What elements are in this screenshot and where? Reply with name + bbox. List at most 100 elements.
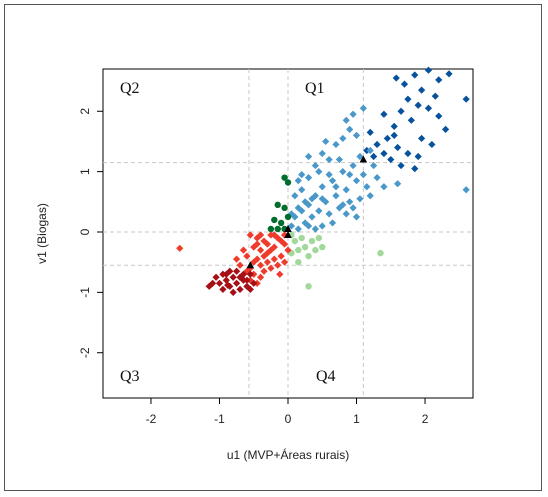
data-point-s1-45: [304, 152, 313, 161]
data-point-s1-35: [349, 110, 357, 118]
data-point-s0-5: [435, 76, 443, 84]
data-point-s1-54: [304, 222, 313, 230]
x-tick-label: -2: [146, 412, 157, 426]
data-point-s1-11: [325, 210, 333, 218]
data-point-s1-49: [349, 204, 357, 212]
data-point-s0-25: [387, 155, 395, 164]
chart-frame: [4, 4, 542, 491]
data-point-s1-20: [356, 152, 364, 161]
data-point-s3-8: [315, 234, 323, 242]
data-point-s1-53: [311, 225, 320, 233]
data-point-s5-10: [246, 285, 254, 293]
data-point-s4-7: [256, 246, 265, 254]
data-point-s5-14: [219, 285, 227, 293]
quadrant-label-q1: Q1: [305, 80, 325, 97]
data-point-s4-20: [260, 267, 268, 275]
data-point-s4-25: [253, 240, 261, 248]
data-point-s1-48: [335, 155, 343, 164]
data-point-s5-23: [224, 281, 232, 289]
data-point-s4-32: [270, 231, 278, 239]
data-point-s5-1: [215, 279, 224, 287]
data-point-s4-29: [253, 255, 261, 263]
data-point-s3-6: [308, 237, 316, 245]
data-point-s1-32: [346, 125, 354, 133]
data-point-s0-16: [418, 134, 426, 143]
data-point-s1-65: [352, 213, 361, 221]
data-point-s2-2: [274, 201, 281, 209]
data-point-s0-1: [400, 80, 409, 88]
data-point-s2-4: [271, 216, 278, 224]
data-point-s1-56: [373, 174, 381, 182]
data-point-s1-39: [308, 195, 316, 203]
data-point-s1-18: [349, 161, 357, 170]
data-point-s4-24: [239, 246, 248, 254]
data-point-s0-21: [373, 140, 381, 149]
data-point-s1-13: [332, 192, 340, 200]
data-point-s5-21: [250, 279, 258, 287]
data-point-s4-30: [263, 240, 272, 248]
data-point-s0-4: [424, 66, 433, 74]
data-point-s6-2: [246, 261, 255, 269]
data-point-s1-55: [342, 210, 350, 218]
data-point-s4-36: [233, 255, 241, 263]
data-point-s2-1: [284, 179, 292, 186]
data-point-s3-1: [291, 237, 299, 245]
data-point-s1-40: [301, 198, 309, 206]
data-point-s1-51: [328, 219, 337, 227]
data-point-s4-1: [253, 234, 261, 242]
data-point-s4-19: [256, 273, 265, 281]
y-tick-label: 2: [78, 108, 92, 115]
data-point-s0-2: [411, 71, 419, 79]
data-point-s1-33: [352, 131, 361, 140]
data-point-s1-30: [332, 140, 340, 149]
data-point-s0-30: [411, 165, 419, 173]
data-point-s3-3: [298, 234, 305, 242]
data-point-s0-29: [397, 161, 405, 170]
data-point-s0-0: [392, 74, 400, 82]
data-points: [176, 66, 470, 296]
data-point-s5-17: [229, 288, 237, 296]
data-point-s1-42: [287, 210, 296, 218]
data-point-s2-8: [284, 213, 292, 221]
data-point-s0-10: [414, 101, 422, 109]
data-point-s4-27: [267, 246, 275, 254]
data-point-s1-63: [339, 201, 347, 209]
data-point-s4-16: [236, 261, 244, 269]
data-point-s2-7: [274, 225, 281, 233]
data-point-s6-0: [359, 155, 368, 163]
data-point-s1-3: [298, 207, 306, 215]
data-point-s0-7: [462, 95, 470, 103]
data-point-s1-37: [322, 137, 330, 146]
data-point-s6-1: [284, 224, 292, 232]
data-point-s1-36: [359, 104, 367, 112]
data-point-s0-31: [366, 128, 374, 136]
data-point-s1-15: [339, 168, 347, 176]
data-point-s0-22: [394, 143, 402, 152]
x-tick-label: 0: [285, 412, 292, 426]
data-point-s1-0: [287, 222, 296, 230]
quadrant-label-q4: Q4: [316, 368, 336, 385]
data-point-s0-18: [380, 110, 388, 118]
data-point-s0-13: [441, 125, 450, 133]
data-point-s4-23: [280, 258, 289, 266]
data-point-s4-33: [256, 231, 265, 239]
x-tick-label: -1: [214, 412, 225, 426]
data-point-s0-32: [390, 131, 398, 140]
data-point-s1-62: [318, 195, 326, 203]
data-point-s4-22: [274, 261, 282, 269]
data-point-s1-59: [366, 192, 374, 200]
data-point-s1-29: [325, 155, 333, 164]
data-point-s1-17: [346, 198, 354, 206]
data-point-s5-15: [222, 270, 230, 278]
data-point-s2-3: [281, 204, 288, 212]
data-point-s1-26: [304, 174, 313, 182]
x-tick-label: 2: [422, 412, 429, 426]
y-tick-label: -1: [78, 287, 92, 298]
data-point-s4-41: [176, 244, 184, 252]
data-point-s1-50: [356, 195, 364, 203]
y-tick-label: 0: [78, 228, 92, 235]
data-point-s5-0: [212, 273, 220, 281]
data-point-s0-14: [397, 107, 405, 115]
data-point-s1-22: [363, 183, 371, 191]
data-point-s4-10: [277, 252, 285, 260]
